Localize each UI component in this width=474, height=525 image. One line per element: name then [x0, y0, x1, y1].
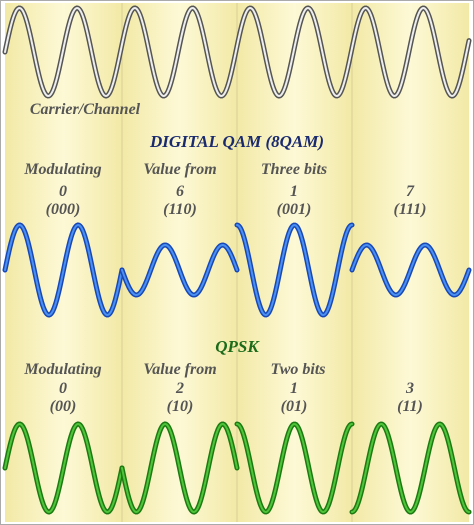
qam-value: 0 [59, 183, 67, 200]
qam-bits: (000) [46, 201, 81, 218]
qpsk-header: Two bits [271, 361, 326, 378]
qam-header: Three bits [261, 161, 327, 178]
qpsk-bits: (11) [397, 398, 423, 415]
wave [351, 422, 470, 513]
qam-bits: (111) [394, 201, 427, 218]
wave [351, 243, 470, 297]
wave [4, 6, 470, 98]
waves [2, 5, 472, 515]
column [122, 3, 237, 522]
qam-title: DIGITAL QAM (8QAM) [149, 132, 324, 151]
qpsk-header: Modulating [23, 361, 101, 378]
wave [4, 223, 123, 317]
qpsk-title: QPSK [215, 337, 260, 356]
dividers [121, 3, 353, 522]
qpsk-bits: (00) [50, 398, 77, 415]
qpsk-value: 2 [175, 380, 184, 397]
qpsk-value: 1 [290, 380, 298, 397]
qpsk-value: 0 [59, 380, 67, 397]
qam-header: Modulating [23, 161, 101, 178]
qpsk-value: 3 [405, 380, 414, 397]
qam-value: 1 [290, 183, 298, 200]
wave [121, 422, 238, 514]
qpsk-header: Value from [143, 361, 216, 378]
column [237, 3, 352, 522]
qam-value: 7 [406, 183, 415, 200]
qpsk-bits: (01) [281, 398, 308, 415]
qam-header: Value from [143, 161, 216, 178]
qam-value: 6 [176, 183, 184, 200]
qam-bits: (001) [277, 201, 312, 218]
qpsk-bits: (10) [167, 398, 194, 415]
wave [236, 423, 353, 514]
qam-bits: (110) [163, 201, 197, 218]
wave [121, 243, 238, 297]
carrier-label: Carrier/Channel [30, 101, 141, 118]
wave [4, 422, 123, 514]
wave [236, 224, 353, 317]
